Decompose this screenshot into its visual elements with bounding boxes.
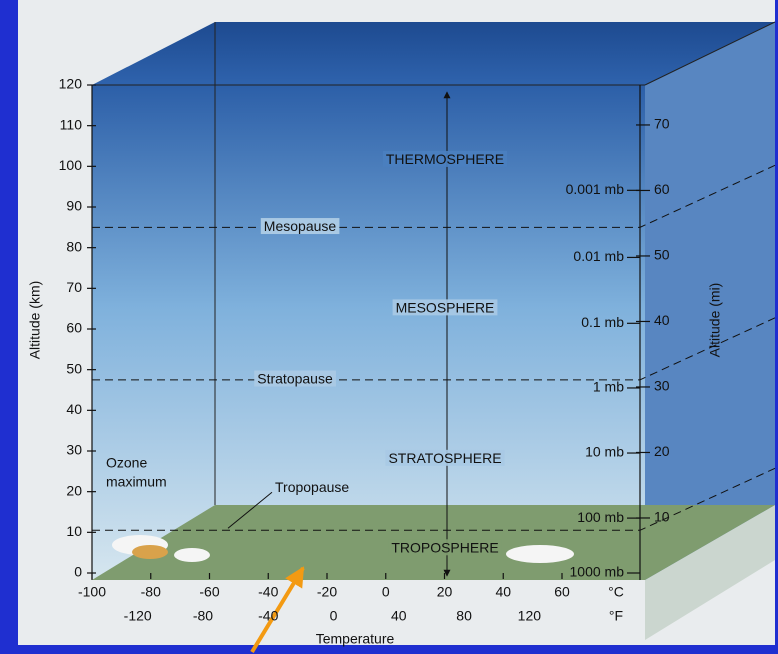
x-tick-label: 40 [495,584,511,600]
figure: Temperature Altitude (km) Altitude (mi) … [0,0,778,654]
pressure-label: 1000 mb [570,564,625,580]
boundary-label: Stratopause [257,371,333,387]
y-tick-label: 50 [66,360,82,376]
x-tick-label: -60 [199,584,219,600]
y2-tick-label: 30 [654,378,670,394]
boundary-label: Mesopause [264,218,337,234]
y2-tick-label: 70 [654,116,670,132]
y-tick-label: 110 [60,116,83,132]
y-axis-label: Altitude (km) [27,281,43,360]
annotation: Ozone [106,455,147,471]
layer-label: THERMOSPHERE [386,151,504,167]
pressure-label: 0.001 mb [566,181,625,197]
x2-tick-label: 80 [456,608,472,624]
pressure-label: 0.01 mb [573,248,624,264]
layer-label: TROPOSPHERE [391,539,498,555]
x2-tick-label: -120 [124,608,152,624]
y2-tick-label: 40 [654,312,670,328]
x2-tick-label: 40 [391,608,407,624]
x-unit: °C [608,584,624,600]
pressure-label: 0.1 mb [581,314,624,330]
x2-tick-label: -40 [258,608,278,624]
y-tick-label: 80 [66,238,82,254]
y2-tick-label: 20 [654,443,670,459]
y-tick-label: 90 [66,198,82,214]
cloud [174,548,210,562]
x2-unit: °F [609,608,623,624]
layer-label: STRATOSPHERE [388,450,501,466]
y2-axis-label: Altitude (mi) [707,283,723,358]
x-axis-label: Temperature [316,631,395,647]
y-tick-label: 20 [66,482,82,498]
y-tick-label: 0 [74,564,82,580]
y-tick-label: 60 [66,320,82,336]
x-tick-label: 0 [382,584,390,600]
x2-tick-label: 120 [518,608,542,624]
y-tick-label: 120 [59,76,83,92]
pressure-label: 100 mb [577,509,624,525]
y-tick-label: 10 [66,523,82,539]
y-tick-label: 30 [66,442,82,458]
x-tick-label: -80 [141,584,161,600]
y-tick-label: 100 [59,157,83,173]
page: {"chart_data": { "type": "line", "x_labe… [0,0,778,654]
x-tick-label: -100 [78,584,106,600]
x-tick-label: 60 [554,584,570,600]
x-tick-label: -20 [317,584,337,600]
y2-tick-label: 50 [654,247,670,263]
x2-tick-label: -80 [193,608,213,624]
pressure-label: 1 mb [593,379,624,395]
x2-tick-label: 0 [330,608,338,624]
pressure-label: 10 mb [585,444,624,460]
x-tick-label: -40 [258,584,278,600]
y-tick-label: 40 [66,401,82,417]
annotation: maximum [106,474,167,490]
boundary-label: Tropopause [275,479,349,495]
y-tick-label: 70 [66,279,82,295]
y2-tick-label: 60 [654,181,670,197]
layer-label: MESOSPHERE [396,299,495,315]
dust [132,545,168,559]
cloud [506,545,574,563]
x-tick-label: 20 [437,584,453,600]
